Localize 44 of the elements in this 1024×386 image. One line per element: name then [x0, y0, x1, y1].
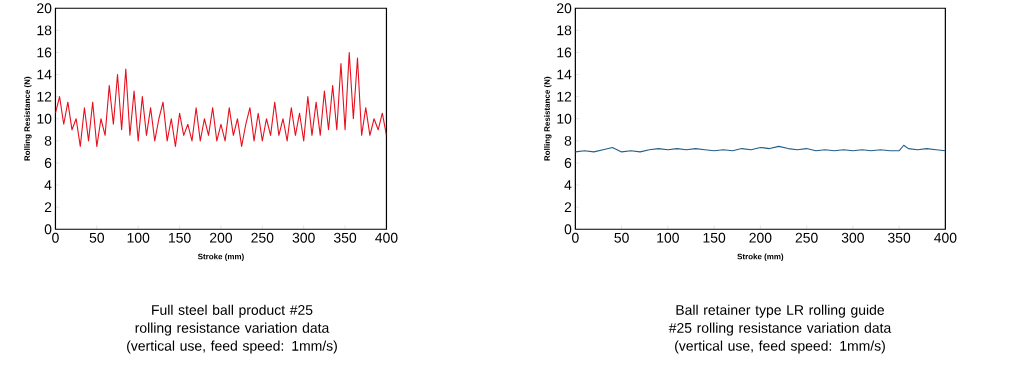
- y-tick-label: 16: [37, 47, 52, 58]
- y-tick-label: 14: [557, 69, 572, 80]
- line-series: [55, 51, 387, 147]
- x-tick-label: 150: [169, 232, 191, 243]
- y-tick-label: 6: [44, 157, 52, 168]
- y-tick-label: 10: [557, 113, 572, 124]
- y-tick-label: 2: [564, 202, 572, 212]
- y-tick-label: 18: [37, 25, 52, 36]
- y-tick-label: 4: [44, 180, 52, 190]
- y-tick-label: 10: [37, 113, 52, 124]
- y-tick-label: 0: [564, 224, 572, 235]
- y-tick-label: 8: [564, 135, 572, 146]
- x-tick-label: 100: [657, 232, 679, 243]
- y-tick-label: 20: [557, 3, 572, 14]
- x-tick-label: 350: [333, 232, 357, 243]
- x-tick-label: 350: [888, 232, 911, 243]
- x-tick-label: 300: [841, 232, 864, 243]
- y-tick-label: 16: [557, 47, 572, 58]
- x-tick-label: 400: [375, 232, 398, 243]
- line-series: [575, 144, 946, 153]
- x-tick-label: 0: [52, 232, 59, 243]
- x-tick-label: 150: [703, 232, 726, 243]
- x-tick-label: 250: [251, 232, 274, 243]
- y-tick-label: 0: [44, 224, 52, 235]
- x-tick-label: 50: [89, 232, 105, 243]
- y-tick-label: 8: [44, 135, 52, 146]
- x-tick-label: 50: [614, 232, 629, 243]
- x-tick-label: 300: [292, 232, 315, 243]
- text: Full steel ball product #25 rolling resistance variation data (vertical use, feed speed: 1mm/s): [127, 304, 337, 354]
- x-tick-label: 200: [210, 232, 233, 243]
- y-tick-label: 18: [557, 25, 572, 36]
- y-tick-label: 6: [564, 157, 572, 168]
- y-tick-label: 4: [564, 180, 572, 190]
- y-tick-label: 2: [44, 202, 52, 212]
- y-tick-label: 12: [37, 91, 52, 102]
- x-tick-label: 400: [934, 232, 957, 243]
- x-tick-label: 0: [572, 232, 579, 243]
- x-tick-label: 200: [749, 232, 772, 243]
- y-tick-label: 20: [37, 3, 52, 14]
- text: Ball retainer type LR rolling guide #25 rolling resistance variation data (vertical use, feed speed: 1mm/s): [668, 304, 892, 354]
- y-tick-label: 14: [37, 69, 52, 80]
- x-tick-label: 100: [127, 232, 150, 243]
- x-tick-label: 250: [795, 232, 818, 243]
- y-tick-label: 12: [557, 91, 572, 102]
